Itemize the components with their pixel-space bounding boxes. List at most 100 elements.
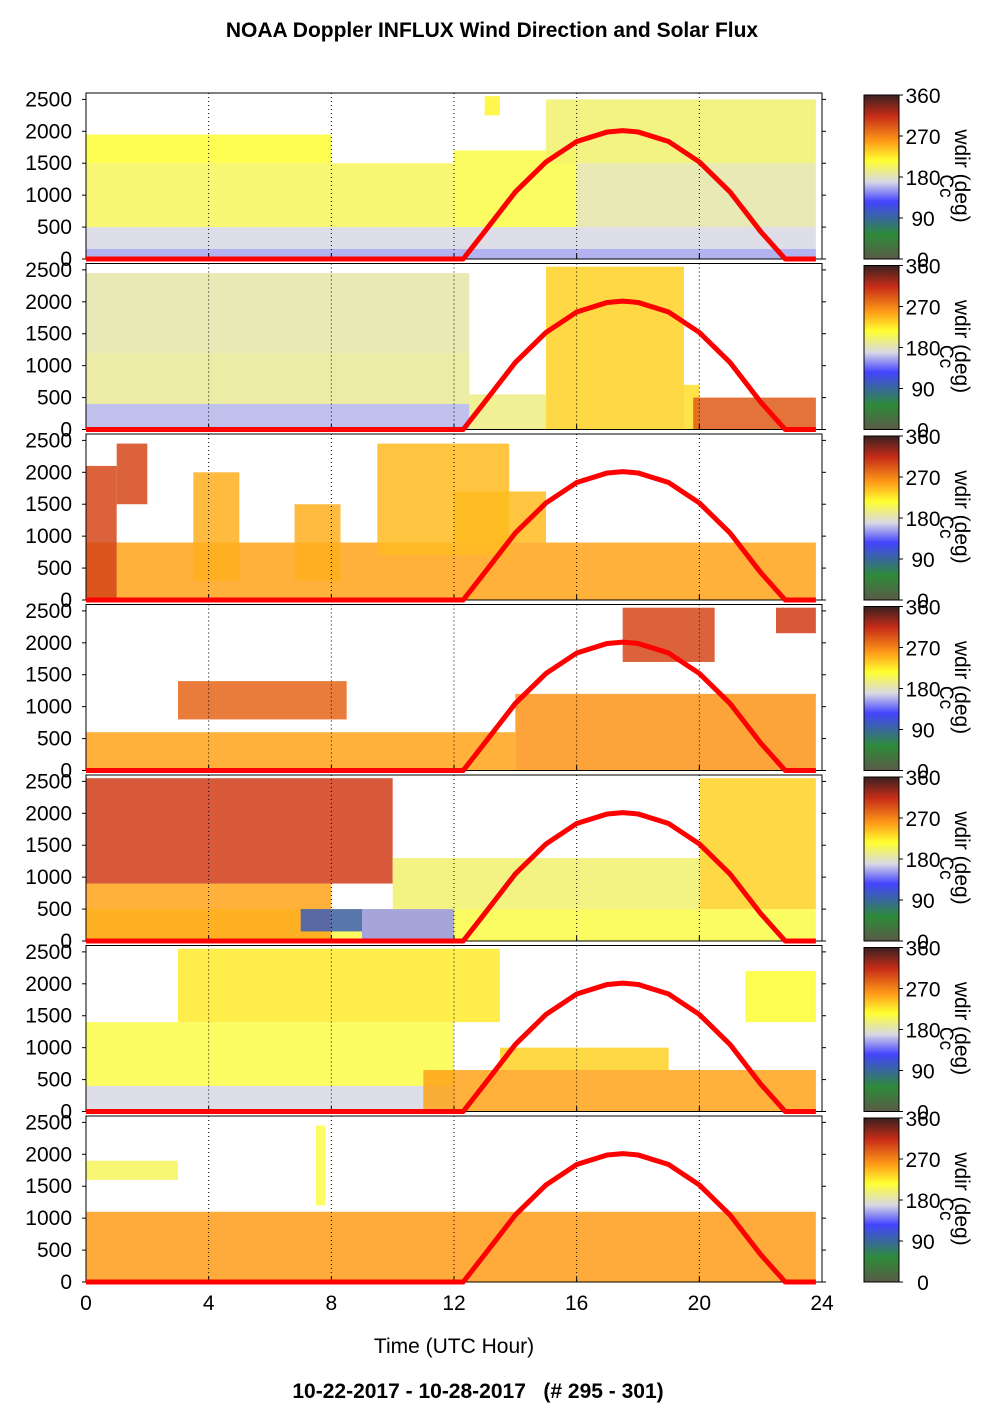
colorbar-label: wdir (deg)	[950, 810, 973, 904]
colorbar-tick-label: 0	[917, 931, 929, 954]
colorbar-tick-label: 270	[905, 979, 940, 1002]
heatmap-region	[484, 96, 500, 116]
panel-day-298: 0 500 1000 1500 2000 2500 0 90 180 270 360 wdir (de…	[25, 597, 973, 784]
y-tick-label: 2500	[25, 88, 72, 111]
y-tick-label: 2500	[25, 770, 72, 793]
heatmap-region	[86, 1211, 816, 1282]
colorbar-tick-label: 360	[905, 256, 940, 279]
colorbar-label: wdir (deg)	[950, 1151, 973, 1245]
colorbar	[863, 947, 900, 1112]
colorbar-tick-label: 180	[905, 167, 940, 190]
colorbar-tick-label: 90	[911, 379, 934, 402]
y-tick-label: 500	[37, 1239, 72, 1262]
heatmap-region	[86, 134, 332, 164]
colorbar-tick-label: 180	[905, 338, 940, 361]
colorbar-tick-label: 180	[905, 508, 940, 531]
colorbar-tick-label: 180	[905, 849, 940, 872]
y-tick-label: 500	[37, 728, 72, 751]
x-tick-label: 16	[565, 1292, 588, 1315]
heatmap-region	[693, 397, 816, 430]
heatmap-region	[178, 681, 347, 720]
colorbar-tick-label: 180	[905, 1020, 940, 1043]
y-tick-label: 2000	[25, 291, 72, 314]
heatmap-region	[469, 394, 546, 430]
colorbar-tick-label: 0	[917, 420, 929, 443]
colorbar	[863, 776, 900, 942]
y-tick-label: 1500	[25, 493, 72, 516]
heatmap-region	[316, 1125, 326, 1206]
colorbar-tick-label: 0	[917, 590, 929, 613]
y-tick-label: 500	[37, 387, 72, 410]
heatmap-region	[116, 443, 148, 505]
y-tick-label: 0	[60, 248, 72, 271]
heatmap-region	[86, 1160, 178, 1180]
colorbar-tick-label: 90	[911, 890, 934, 913]
solar-flux-line	[86, 1151, 816, 1285]
colorbar	[863, 265, 900, 430]
colorbar-tick-label: 360	[905, 85, 940, 108]
colorbar-tick-label: 90	[911, 208, 934, 231]
heatmap-region	[86, 883, 332, 941]
heatmap-region	[362, 909, 454, 941]
x-tick-label: 8	[325, 1292, 337, 1315]
heatmap-region	[86, 227, 816, 249]
panel-day-300: 0 500 1000 1500 2000 2500 0 90 180 270 360 wdir (de…	[25, 938, 973, 1125]
heatmap-region	[699, 778, 816, 910]
x-tick-label: 0	[80, 1292, 92, 1315]
y-tick-label: 2500	[25, 941, 72, 964]
heatmap-region	[546, 99, 816, 164]
y-tick-label: 2500	[25, 1111, 72, 1134]
heatmap-region	[500, 1047, 669, 1070]
y-tick-label: 1000	[25, 355, 72, 378]
heatmap-region	[86, 1085, 454, 1112]
colorbar-tick-label: 360	[905, 1108, 940, 1131]
heatmap-region	[86, 248, 816, 259]
colorbar-tick-label: 90	[911, 549, 934, 572]
heatmap-region	[193, 472, 240, 581]
y-tick-label: 1500	[25, 1175, 72, 1198]
y-tick-label: 0	[60, 419, 72, 442]
y-tick-label: 2000	[25, 973, 72, 996]
colorbar-tick-label: 270	[905, 638, 940, 661]
y-tick-label: 0	[60, 589, 72, 612]
colorbar-tick-label: 180	[905, 679, 940, 702]
x-axis-label: Time (UTC Hour)	[374, 1335, 534, 1358]
colorbar-tick-label: 360	[905, 767, 940, 790]
y-tick-label: 500	[37, 898, 72, 921]
y-tick-label: 2500	[25, 429, 72, 452]
colorbar-overlay-label: Cc	[935, 515, 956, 538]
colorbar-label: wdir (deg)	[950, 981, 973, 1075]
y-tick-label: 1000	[25, 1037, 72, 1060]
y-tick-label: 0	[60, 1101, 72, 1124]
colorbar-tick-label: 180	[905, 1190, 940, 1213]
y-tick-label: 0	[60, 930, 72, 953]
heatmap-region	[576, 163, 816, 228]
y-tick-label: 1500	[25, 323, 72, 346]
y-tick-label: 2000	[25, 632, 72, 655]
heatmap-region	[86, 403, 470, 430]
heatmap-region	[294, 504, 341, 581]
y-tick-label: 2000	[25, 802, 72, 825]
y-tick-label: 2000	[25, 1143, 72, 1166]
heatmap-region	[86, 163, 454, 228]
solar-flux-line	[86, 469, 816, 603]
panel-day-301: 0 500 1000 1500 2000 2500 0 90 180 270 360 wdir (de…	[25, 1108, 973, 1315]
y-tick-label: 1000	[25, 525, 72, 548]
date-range-footer: 10-22-2017 - 10-28-2017 (# 295 - 301)	[292, 1380, 663, 1403]
colorbar-overlay-label: Cc	[935, 1197, 956, 1220]
heatmap-region	[392, 858, 700, 910]
colorbar	[863, 94, 900, 260]
panel-day-296: 0 500 1000 1500 2000 2500 0 90 180 270 360 wdir (de…	[25, 256, 973, 443]
x-tick-label: 20	[688, 1292, 711, 1315]
y-tick-label: 0	[60, 1271, 72, 1294]
colorbar-overlay-label: Cc	[935, 686, 956, 709]
heatmap-region	[300, 909, 362, 932]
solar-flux-line	[86, 298, 816, 432]
x-tick-label: 24	[810, 1292, 834, 1315]
y-tick-label: 500	[37, 557, 72, 580]
x-tick-label: 12	[442, 1292, 465, 1315]
colorbar	[863, 606, 900, 771]
colorbar-tick-label: 90	[911, 1061, 934, 1084]
colorbar-tick-label: 270	[905, 467, 940, 490]
